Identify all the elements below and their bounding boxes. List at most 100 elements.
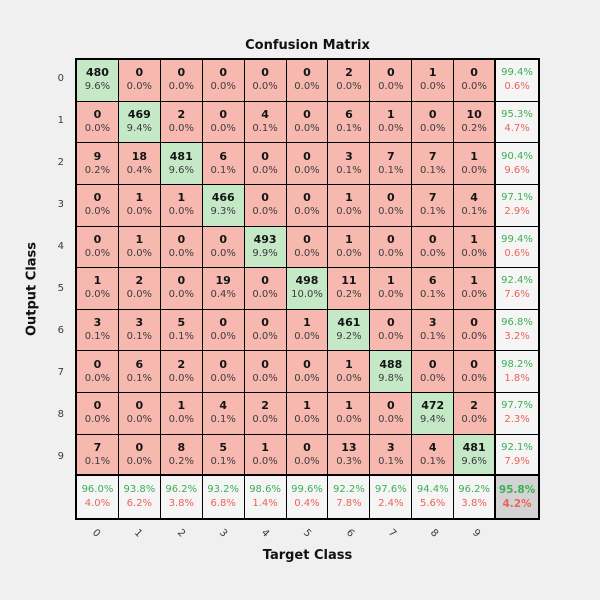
cell-count: 0 [93,191,102,205]
cell-count: 4 [261,107,269,121]
cell-percent: 0.1% [378,455,404,467]
x-tick-label: 6 [343,527,356,540]
matrix-cell: 3 0.1% [412,309,455,352]
matrix-cell: 0 0.0% [244,268,287,310]
cell-count: 3 [93,316,102,330]
cell-percent: 0.0% [210,247,236,259]
summary-correct-percent: 96.2% [165,484,198,496]
cell-count: 1 [345,191,353,205]
cell-count: 0 [261,191,269,205]
cell-percent: 0.0% [294,206,320,218]
cell-count: 0 [386,191,395,205]
cell-percent: 0.0% [252,81,278,93]
cell-percent: 0.0% [461,164,487,176]
column-summary-cell: 96.0% 4.0% [77,476,119,518]
matrix-cell: 3 0.1% [370,434,413,477]
cell-percent: 0.2% [168,455,194,467]
cell-percent: 0.0% [420,247,446,259]
matrix-cell: 9 0.2% [77,143,119,185]
matrix-cell: 481 9.6% [160,143,203,185]
cell-percent: 0.0% [378,414,404,426]
summary-correct-percent: 96.8% [501,317,533,329]
cell-count: 0 [135,399,144,413]
cell-percent: 0.0% [461,414,487,426]
cell-count: 0 [219,232,227,246]
cell-count: 0 [261,316,269,330]
x-tick-label: 9 [470,527,483,540]
matrix-cell: 2 0.0% [328,60,371,102]
summary-error-percent: 7.8% [336,498,362,510]
cell-percent: 0.0% [336,206,362,218]
matrix-cell: 0 0.0% [118,393,161,435]
cell-percent: 0.1% [252,122,278,134]
matrix-cell: 5 0.1% [160,309,203,352]
y-tick-label: 0 [57,73,64,84]
cell-percent: 0.0% [126,414,153,426]
matrix-cell: 0 0.0% [454,351,497,394]
cell-percent: 0.1% [420,206,446,218]
matrix-cell: 0 0.0% [202,226,245,269]
cell-percent: 9.6% [84,81,111,93]
matrix-cell: 0 0.0% [370,184,413,227]
y-tick-label: 4 [57,241,64,252]
cell-percent: 0.0% [294,331,320,343]
matrix-cell: 0 0.0% [77,226,119,269]
cell-count: 2 [345,66,353,80]
cell-count: 0 [177,232,186,246]
matrix-cell: 1 0.0% [328,226,371,269]
y-tick-label: 6 [57,325,64,336]
cell-percent: 0.0% [168,247,194,259]
cell-count: 0 [93,232,102,246]
matrix-cell: 466 9.3% [202,184,245,227]
cell-percent: 0.0% [84,289,111,301]
matrix-cell: 5 0.1% [202,434,245,477]
cell-count: 1 [428,66,437,80]
matrix-cell: 19 0.4% [202,268,245,310]
matrix-cell: 461 9.2% [328,309,371,352]
cell-percent: 0.0% [461,372,487,384]
summary-error-percent: 5.6% [420,498,446,510]
cell-count: 10 [466,107,482,121]
column-summary-cell: 97.6% 2.4% [370,476,413,518]
cell-percent: 0.0% [294,122,320,134]
summary-error-percent: 4.2% [502,498,532,511]
cell-count: 2 [135,274,144,288]
matrix-cell: 10 0.2% [454,101,497,144]
cell-percent: 0.1% [420,331,446,343]
summary-correct-percent: 97.1% [501,192,533,204]
matrix-cell: 0 0.0% [370,226,413,269]
matrix-cell: 0 0.0% [244,309,287,352]
matrix-cell: 0 0.0% [160,268,203,310]
cell-count: 481 [169,149,193,163]
cell-count: 6 [219,149,227,163]
cell-percent: 0.2% [336,289,362,301]
y-tick-label: 3 [57,199,64,210]
cell-count: 0 [386,316,395,330]
cell-percent: 0.0% [84,414,111,426]
cell-count: 5 [177,316,186,330]
cell-percent: 0.0% [126,455,153,467]
matrix-cell: 0 0.0% [286,60,329,102]
cell-count: 1 [93,274,102,288]
matrix-cell: 7 0.1% [370,143,413,185]
cell-percent: 0.0% [252,455,278,467]
cell-count: 0 [303,232,311,246]
matrix-cell: 4 0.1% [244,101,287,144]
cell-percent: 0.0% [210,122,236,134]
summary-correct-percent: 92.1% [501,441,533,453]
cell-count: 0 [428,357,437,371]
cell-percent: 0.0% [336,372,362,384]
matrix-cell: 3 0.1% [77,309,119,352]
y-tick-label: 7 [57,367,64,378]
matrix-cell: 1 0.0% [454,143,497,185]
cell-percent: 0.0% [294,455,320,467]
matrix-cell: 0 0.0% [77,101,119,144]
cell-count: 0 [470,357,478,371]
summary-correct-percent: 96.0% [81,484,114,496]
matrix-cell: 0 0.0% [77,351,119,394]
summary-error-percent: 7.9% [504,455,530,467]
cell-count: 0 [303,357,311,371]
cell-percent: 0.0% [336,247,362,259]
matrix-cell: 3 0.1% [118,309,161,352]
cell-percent: 0.0% [378,81,404,93]
